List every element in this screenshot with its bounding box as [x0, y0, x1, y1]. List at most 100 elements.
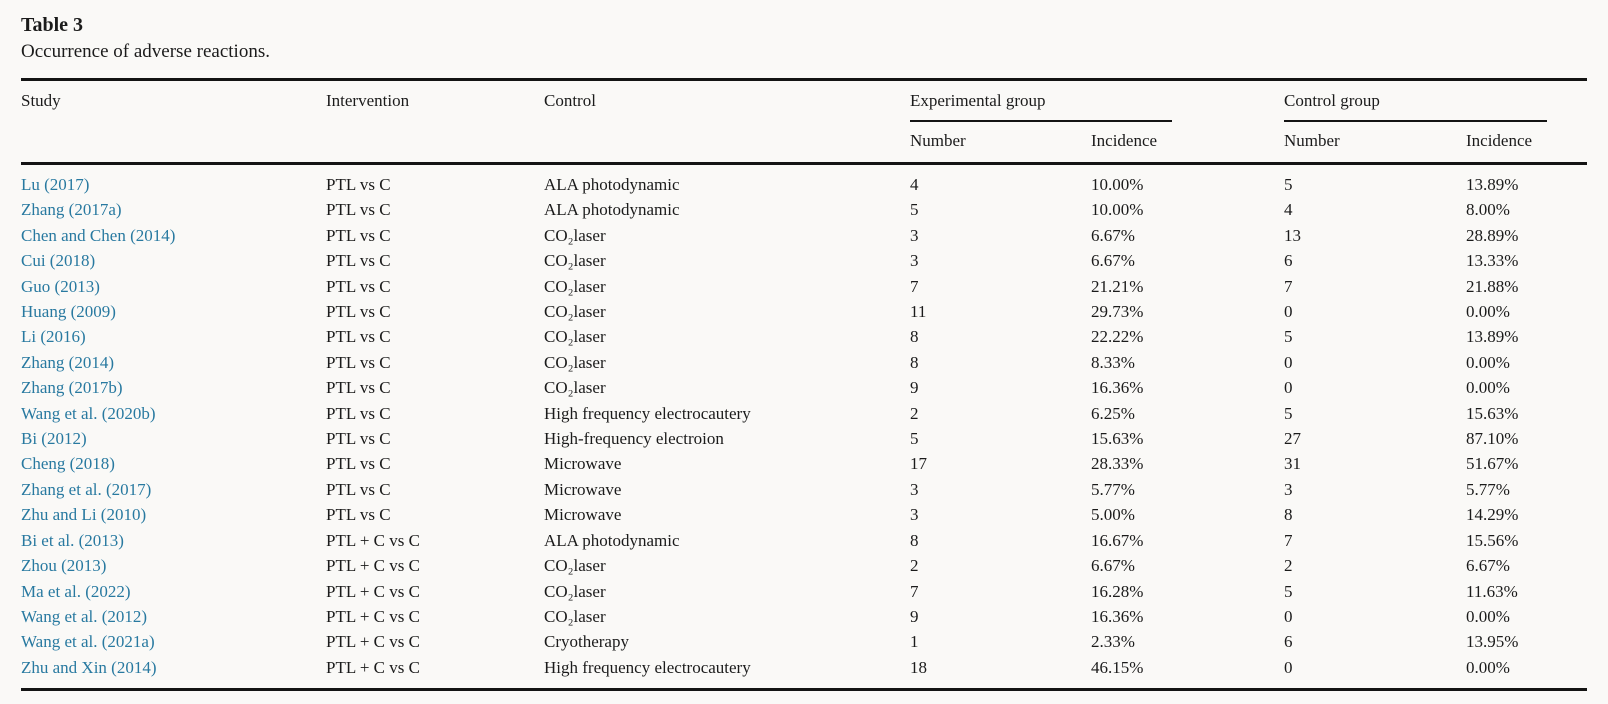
col-header-intervention: Intervention: [326, 91, 410, 110]
exp-incidence-cell: 15.63%: [1091, 429, 1144, 449]
intervention-cell: PTL vs C: [326, 327, 391, 347]
control-cell: CO₂laser: [544, 225, 606, 245]
exp-number-cell: 8: [910, 530, 919, 550]
intervention-cell: PTL vs C: [326, 302, 391, 322]
ctrl-number-cell: 5: [1284, 327, 1293, 347]
intervention-cell: PTL + C vs C: [326, 556, 420, 576]
control-cell: CO₂laser: [544, 581, 606, 601]
study-citation-link[interactable]: Huang (2009): [21, 302, 116, 322]
table-row: Zhu and Li (2010) PTL vs C Microwave 3 5…: [21, 502, 1587, 527]
study-citation-link[interactable]: Zhang (2014): [21, 352, 115, 372]
control-cell: Cryotherapy: [544, 632, 629, 652]
control-cell: CO₂laser: [544, 556, 606, 576]
control-cell: CO₂laser: [544, 302, 606, 322]
study-citation-link[interactable]: Cui (2018): [21, 251, 96, 271]
exp-number-cell: 2: [910, 403, 919, 423]
study-citation-link[interactable]: Zhang (2017b): [21, 378, 123, 398]
intervention-cell: PTL vs C: [326, 175, 391, 194]
exp-number-cell: 11: [910, 302, 927, 322]
table-row: Chen and Chen (2014) PTL vs C CO₂laser 3…: [21, 223, 1587, 248]
study-citation-link[interactable]: Guo (2013): [21, 276, 100, 296]
control-cell: CO₂laser: [544, 251, 606, 271]
intervention-cell: PTL vs C: [326, 276, 391, 296]
intervention-cell: PTL + C vs C: [326, 530, 420, 550]
study-citation-link[interactable]: Wang et al. (2020b): [21, 403, 156, 423]
exp-number-cell: 3: [910, 479, 919, 499]
intervention-cell: PTL vs C: [326, 505, 391, 525]
col-header-study: Study: [21, 91, 61, 110]
study-citation-link[interactable]: Wang et al. (2021a): [21, 632, 155, 652]
col-header-control: Control: [544, 91, 596, 110]
ctrl-number-cell: 6: [1284, 251, 1293, 271]
table-row: Guo (2013) PTL vs C CO₂laser 7 21.21% 7 …: [21, 274, 1587, 299]
intervention-cell: PTL vs C: [326, 454, 391, 474]
ctrl-incidence-cell: 14.29%: [1466, 505, 1519, 525]
exp-incidence-cell: 5.77%: [1091, 479, 1135, 499]
table-row: Wang et al. (2012) PTL + C vs C CO₂laser…: [21, 604, 1587, 629]
study-citation-link[interactable]: Bi (2012): [21, 429, 87, 449]
ctrl-incidence-cell: 0.00%: [1466, 657, 1510, 677]
table-body: Lu (2017) PTL vs C ALA photodynamic 4 10…: [21, 164, 1587, 690]
table-row: Cheng (2018) PTL vs C Microwave 17 28.33…: [21, 451, 1587, 476]
ctrl-number-cell: 7: [1284, 530, 1293, 550]
exp-incidence-cell: 6.67%: [1091, 556, 1135, 576]
exp-number-cell: 7: [910, 276, 919, 296]
table-row: Wang et al. (2020b) PTL vs C High freque…: [21, 401, 1587, 426]
study-citation-link[interactable]: Lu (2017): [21, 175, 90, 194]
exp-incidence-cell: 16.36%: [1091, 606, 1144, 626]
ctrl-incidence-cell: 28.89%: [1466, 225, 1519, 245]
study-citation-link[interactable]: Zhou (2013): [21, 556, 107, 576]
exp-incidence-cell: 29.73%: [1091, 302, 1144, 322]
study-citation-link[interactable]: Chen and Chen (2014): [21, 225, 176, 245]
ctrl-incidence-cell: 0.00%: [1466, 606, 1510, 626]
ctrl-number-cell: 5: [1284, 581, 1293, 601]
ctrl-number-cell: 7: [1284, 276, 1293, 296]
ctrl-incidence-cell: 51.67%: [1466, 454, 1519, 474]
exp-incidence-cell: 6.25%: [1091, 403, 1135, 423]
exp-number-cell: 5: [910, 200, 919, 220]
study-citation-link[interactable]: Wang et al. (2012): [21, 606, 148, 626]
study-citation-link[interactable]: Ma et al. (2022): [21, 581, 131, 601]
intervention-cell: PTL vs C: [326, 378, 391, 398]
ctrl-number-cell: 6: [1284, 632, 1293, 652]
table-caption: Occurrence of adverse reactions.: [21, 41, 270, 62]
header-row-groups: Study Intervention Control Experimental …: [21, 80, 1587, 122]
control-cell: CO₂laser: [544, 606, 606, 626]
intervention-cell: PTL + C vs C: [326, 632, 420, 652]
study-citation-link[interactable]: Bi et al. (2013): [21, 530, 124, 550]
ctrl-incidence-cell: 0.00%: [1466, 352, 1510, 372]
ctrl-number-cell: 0: [1284, 302, 1293, 322]
table-row: Lu (2017) PTL vs C ALA photodynamic 4 10…: [21, 164, 1587, 198]
exp-incidence-cell: 6.67%: [1091, 251, 1135, 271]
control-cell: High frequency electrocautery: [544, 657, 751, 677]
study-citation-link[interactable]: Li (2016): [21, 327, 86, 347]
ctrl-incidence-cell: 87.10%: [1466, 429, 1519, 449]
study-citation-link[interactable]: Zhu and Xin (2014): [21, 657, 157, 677]
exp-number-cell: 2: [910, 556, 919, 576]
exp-number-cell: 18: [910, 657, 927, 677]
ctrl-incidence-cell: 21.88%: [1466, 276, 1519, 296]
table-row: Zhang (2017b) PTL vs C CO₂laser 9 16.36%…: [21, 375, 1587, 400]
intervention-cell: PTL vs C: [326, 251, 391, 271]
exp-number-cell: 3: [910, 251, 919, 271]
exp-number-cell: 8: [910, 327, 919, 347]
ctrl-incidence-cell: 0.00%: [1466, 378, 1510, 398]
ctrl-number-cell: 13: [1284, 225, 1301, 245]
study-citation-link[interactable]: Zhang et al. (2017): [21, 479, 152, 499]
study-citation-link[interactable]: Cheng (2018): [21, 454, 115, 474]
control-cell: CO₂laser: [544, 276, 606, 296]
intervention-cell: PTL + C vs C: [326, 606, 420, 626]
study-citation-link[interactable]: Zhang (2017a): [21, 200, 122, 220]
ctrl-incidence-cell: 13.89%: [1466, 327, 1519, 347]
ctrl-number-cell: 4: [1284, 200, 1293, 220]
table-header: Study Intervention Control Experimental …: [21, 80, 1588, 164]
exp-incidence-cell: 10.00%: [1091, 200, 1144, 220]
intervention-cell: PTL vs C: [326, 479, 391, 499]
study-citation-link[interactable]: Zhu and Li (2010): [21, 505, 147, 525]
intervention-cell: PTL + C vs C: [326, 657, 420, 677]
exp-number-cell: 9: [910, 606, 919, 626]
intervention-cell: PTL vs C: [326, 200, 391, 220]
exp-number-cell: 3: [910, 505, 919, 525]
ctrl-incidence-cell: 15.56%: [1466, 530, 1519, 550]
